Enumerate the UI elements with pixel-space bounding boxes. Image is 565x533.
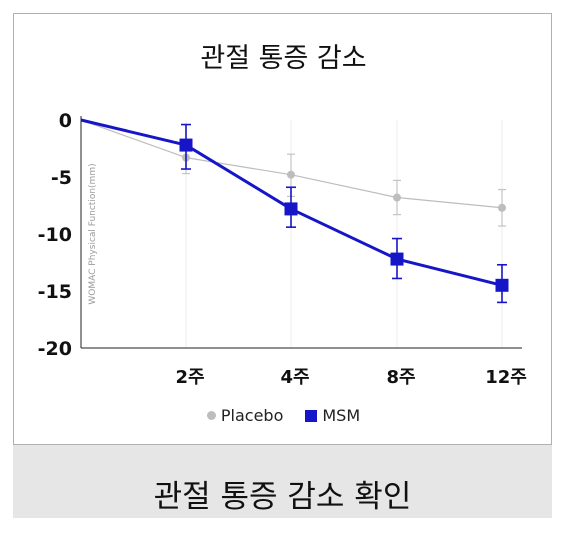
- x-tick-label-3: 8주: [386, 367, 415, 388]
- y-tick-label-2: -10: [38, 224, 72, 246]
- chart-title: 관절 통증 감소: [200, 43, 367, 74]
- legend-marker-msm: [305, 409, 318, 422]
- data-point-msm-2: [284, 202, 298, 216]
- figure-frame: 관절 통증 감소 Placebo MSM 관절 통증 감소 확인: [13, 13, 552, 518]
- x-tick-label-4: 12주: [485, 367, 527, 388]
- legend-label-placebo: Placebo: [220, 406, 284, 425]
- legend-label-msm: MSM: [322, 406, 361, 425]
- data-point-placebo-3: [393, 193, 401, 202]
- x-tick-label-2: 4주: [280, 367, 309, 388]
- data-point-placebo-4: [498, 203, 506, 212]
- legend-item-msm: MSM: [305, 406, 360, 425]
- y-tick-label-3: -15: [38, 281, 72, 303]
- data-point-msm-4: [495, 278, 509, 292]
- chart-card: 관절 통증 감소 Placebo MSM: [13, 13, 552, 445]
- figure-caption: 관절 통증 감소 확인: [153, 479, 412, 515]
- data-point-placebo-2: [287, 170, 295, 179]
- data-point-msm-1: [179, 138, 193, 152]
- x-tick-label-1: 2주: [175, 367, 204, 388]
- y-tick-label-0: 0: [59, 110, 72, 132]
- chart-legend: Placebo MSM: [14, 406, 553, 425]
- legend-marker-placebo: [206, 411, 216, 420]
- y-tick-label-4: -20: [38, 338, 72, 360]
- data-point-msm-3: [390, 252, 404, 266]
- legend-item-placebo: Placebo: [206, 406, 284, 425]
- y-tick-label-1: -5: [51, 167, 72, 189]
- y-axis-label: WOMAC Physical Function(mm): [88, 163, 98, 304]
